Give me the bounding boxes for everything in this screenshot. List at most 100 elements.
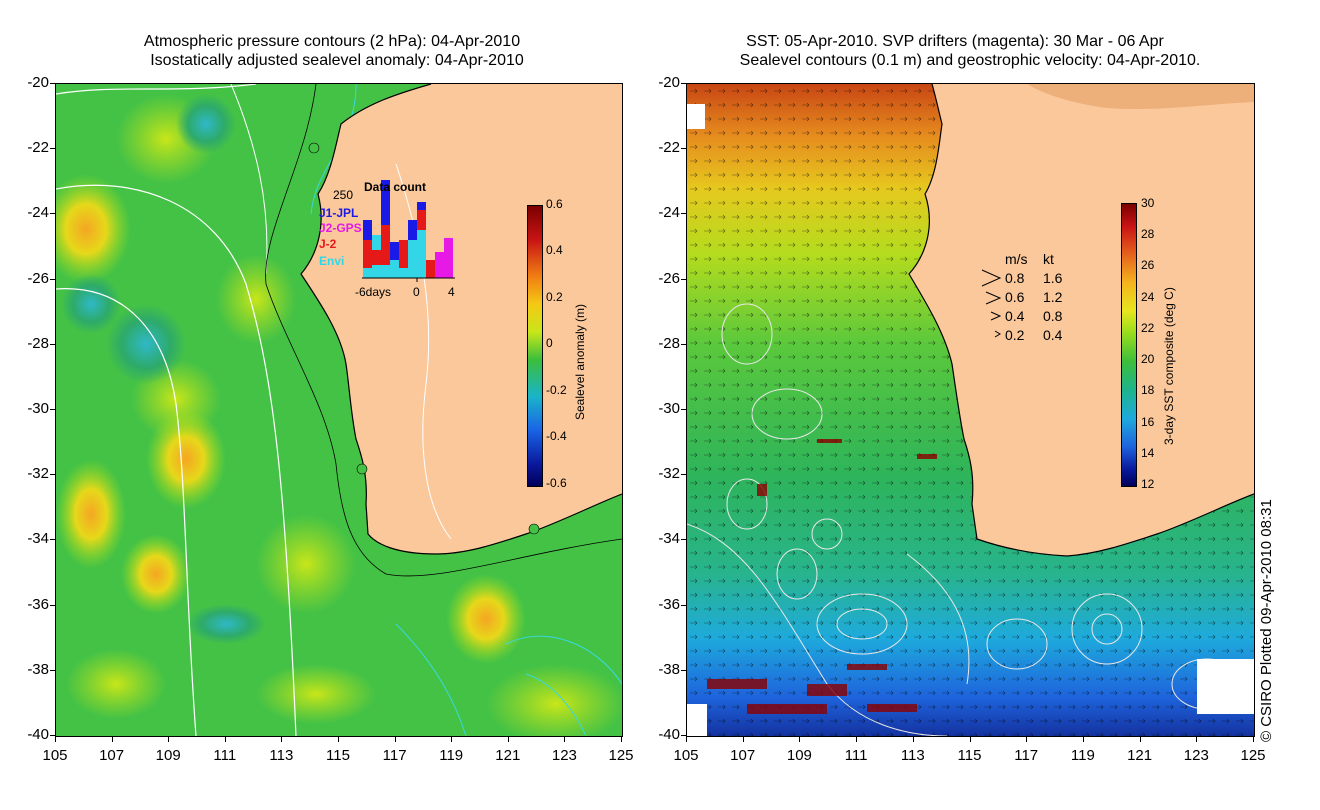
left-y-tick	[50, 735, 55, 736]
left-y-label: -20	[27, 74, 49, 91]
right-x-label: 123	[1183, 747, 1209, 764]
left-x-label: 105	[42, 747, 68, 764]
sst-tick-8: 14	[1141, 446, 1155, 460]
sst-tick-4: 22	[1141, 321, 1155, 335]
sl-tick-4: -0.2	[546, 383, 567, 397]
right-y-tick	[681, 474, 686, 476]
left-y-label: -38	[27, 660, 49, 678]
left-x-tick	[507, 736, 509, 742]
right-y-label: -40	[658, 726, 680, 743]
left-x-tick	[338, 736, 339, 742]
right-x-tick	[686, 736, 687, 742]
left-y-label: -22	[27, 139, 49, 157]
right-y-tick	[681, 669, 686, 671]
left-y-label: -26	[27, 269, 49, 287]
right-x-label: 111	[844, 747, 868, 764]
right-x-label: 125	[1240, 747, 1266, 764]
sl-tick-0: 0.6	[546, 197, 563, 211]
right-y-label: -28	[658, 334, 680, 352]
right-x-tick	[1139, 736, 1141, 742]
left-y-tick	[50, 213, 55, 215]
right-y-label: -20	[658, 74, 680, 91]
sst-tick-5: 20	[1141, 352, 1155, 366]
velocity-kt-3: 0.4	[1043, 327, 1063, 343]
right-y-tick	[681, 343, 686, 345]
sst-colorbar-label: 3-day SST composite (deg C)	[1162, 287, 1176, 445]
right-x-label: 113	[900, 747, 925, 764]
right-y-label: -38	[658, 660, 680, 678]
right-y-label: -36	[658, 595, 680, 613]
left-y-label: -32	[27, 465, 49, 483]
left-y-tick	[50, 669, 55, 671]
right-y-label: -34	[658, 530, 680, 548]
right-y-tick	[681, 409, 686, 410]
left-y-label: -24	[27, 204, 49, 222]
left-x-label: 115	[326, 747, 350, 764]
right-x-tick	[799, 736, 801, 742]
left-x-label: 113	[269, 747, 294, 764]
right-y-tick	[681, 83, 686, 84]
data-count-chart	[362, 180, 455, 282]
velocity-ms-2: 0.4	[1005, 308, 1025, 324]
sst-tick-2: 26	[1141, 258, 1155, 272]
sl-tick-1: 0.4	[546, 243, 563, 257]
velocity-kt-0: 1.6	[1043, 270, 1063, 286]
left-x-label: 125	[608, 747, 634, 764]
sl-tick-5: -0.4	[546, 429, 567, 443]
left-y-tick	[50, 343, 55, 345]
right-x-tick	[969, 736, 971, 742]
right-x-tick	[1253, 736, 1254, 742]
velocity-ms-3: 0.2	[1005, 327, 1025, 343]
left-y-tick	[50, 83, 55, 84]
right-x-tick	[1082, 736, 1084, 742]
left-x-label: 123	[551, 747, 577, 764]
left-x-tick	[621, 736, 622, 742]
left-x-label: 117	[382, 747, 407, 764]
right-y-tick	[681, 604, 686, 606]
sl-tick-6: -0.6	[546, 476, 567, 490]
sst-tick-0: 30	[1141, 196, 1155, 210]
left-y-tick	[50, 604, 55, 606]
left-x-tick	[564, 736, 566, 742]
sst-tick-1: 28	[1141, 227, 1155, 241]
left-x-tick	[111, 736, 113, 742]
velocity-ms-1: 0.6	[1005, 289, 1025, 305]
left-map-panel	[55, 83, 623, 737]
data-count-xlabel-start: -6days	[355, 285, 392, 299]
right-y-tick	[681, 213, 686, 215]
sealevel-colorbar	[527, 205, 543, 487]
velocity-kt-2: 0.8	[1043, 308, 1063, 324]
left-y-label: -40	[27, 726, 49, 743]
right-x-label: 109	[786, 747, 812, 764]
right-y-label: -26	[658, 269, 680, 287]
copyright-notice: © CSIRO Plotted 09-Apr-2010 08:31	[1258, 499, 1275, 742]
left-y-label: -34	[27, 530, 49, 548]
right-x-tick	[742, 736, 744, 742]
left-y-tick	[50, 148, 55, 150]
left-y-tick	[50, 474, 55, 476]
left-x-label: 119	[439, 747, 464, 764]
left-x-tick	[451, 736, 453, 742]
right-y-tick	[681, 278, 686, 280]
right-y-label: -32	[658, 465, 680, 483]
sst-tick-9: 12	[1141, 477, 1155, 491]
sst-tick-3: 24	[1141, 290, 1155, 304]
left-x-tick	[394, 736, 396, 742]
data-count-xlabel-zero: 0	[413, 285, 420, 299]
velocity-header-kt: kt	[1043, 251, 1054, 267]
right-x-label: 107	[730, 747, 756, 764]
left-y-tick	[50, 278, 55, 280]
right-title-line1: SST: 05-Apr-2010. SVP drifters (magenta)…	[746, 33, 1164, 50]
right-y-label: -22	[658, 139, 680, 157]
right-x-label: 105	[673, 747, 699, 764]
left-y-label: -30	[27, 400, 49, 417]
left-x-tick	[281, 736, 283, 742]
sst-colorbar	[1121, 203, 1137, 487]
left-y-tick	[50, 409, 55, 410]
sst-tick-6: 18	[1141, 383, 1155, 397]
data-count-title: Data count	[364, 180, 427, 194]
right-y-label: -30	[658, 400, 680, 417]
left-x-label: 109	[155, 747, 181, 764]
left-y-tick	[50, 539, 55, 541]
left-title-line1: Atmospheric pressure contours (2 hPa): 0…	[143, 33, 521, 50]
